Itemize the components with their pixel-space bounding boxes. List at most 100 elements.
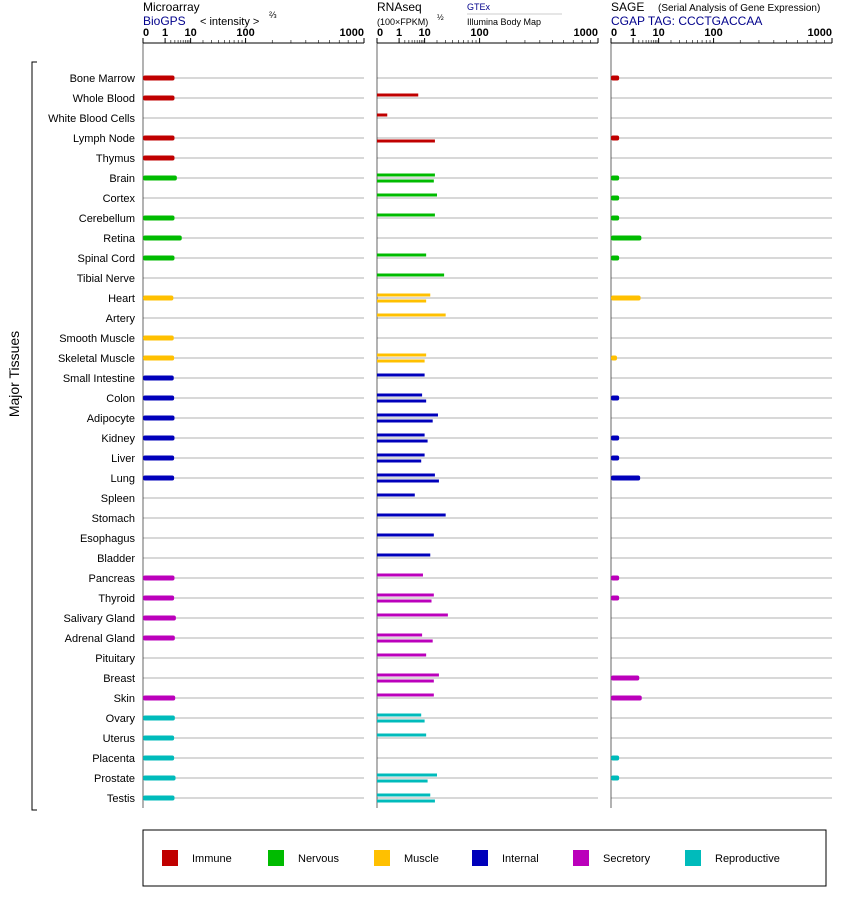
- legend-swatch: [472, 850, 488, 866]
- tissue-label: Bone Marrow: [70, 73, 135, 85]
- rnaseq-gtex-bar: [377, 113, 388, 117]
- y-axis-label: Major Tissues: [6, 331, 22, 417]
- rnaseq-gtex-bar: [377, 713, 422, 717]
- rnaseq-tick-label: 10: [418, 27, 430, 39]
- sage-bar: [611, 435, 620, 441]
- legend: Immune Nervous Muscle Internal Secretory Repr…: [162, 850, 780, 866]
- microarray-bar: [143, 375, 174, 381]
- sage-tick-label: 10: [652, 27, 664, 39]
- rnaseq-gtex-bar: [377, 513, 446, 517]
- rnaseq-ibm-bar: [377, 359, 425, 363]
- rnaseq-ibm-bar: [377, 179, 434, 183]
- sage-tick-label: 100: [704, 27, 722, 39]
- rnaseq-unit-exp: ½: [437, 13, 444, 22]
- rnaseq-gtex-bar: [377, 433, 425, 437]
- sage-tick-label: 0: [611, 27, 617, 39]
- rnaseq-unit: (100×FPKM): [377, 17, 428, 27]
- rnaseq-ibm-bar: [377, 439, 428, 443]
- sage-tick-label: 1000: [808, 27, 832, 39]
- legend-swatch: [374, 850, 390, 866]
- rnaseq-ibm-bar: [377, 139, 435, 143]
- sage-bar: [611, 355, 617, 361]
- sage-bar: [611, 675, 640, 681]
- rnaseq-gtex-bar: [377, 453, 425, 457]
- legend-label: Immune: [192, 853, 232, 865]
- microarray-unit-exp: ⅔: [269, 10, 277, 20]
- bar-marks: [143, 75, 642, 803]
- microarray-bar: [143, 395, 175, 401]
- rnaseq-gtex-bar: [377, 633, 423, 637]
- microarray-bar: [143, 715, 175, 721]
- rnaseq-gtex-bar: [377, 533, 434, 537]
- tissue-label: White Blood Cells: [48, 113, 135, 125]
- rnaseq-ibm-bar: [377, 799, 435, 803]
- sage-bar: [611, 695, 642, 701]
- microarray-bar: [143, 215, 175, 221]
- microarray-bar: [143, 615, 176, 621]
- tissue-label: Lung: [111, 473, 135, 485]
- rnaseq-gtex-bar: [377, 773, 437, 777]
- rnaseq-ibm-bar: [377, 479, 439, 483]
- rnaseq-tick-label: 0: [377, 27, 383, 39]
- legend-swatch: [268, 850, 284, 866]
- rnaseq-legend-gtex: GTEx: [467, 2, 491, 12]
- legend-swatch: [162, 850, 178, 866]
- microarray-bar: [143, 135, 175, 141]
- rnaseq-gtex-bar: [377, 313, 446, 317]
- sage-bar: [611, 755, 620, 761]
- microarray-bar: [143, 455, 175, 461]
- legend-swatch: [685, 850, 701, 866]
- sage-bar: [611, 395, 620, 401]
- tissue-label: Adipocyte: [87, 413, 135, 425]
- sage-bar: [611, 595, 620, 601]
- tissue-label: Spleen: [101, 493, 135, 505]
- tissue-label: Skeletal Muscle: [58, 353, 135, 365]
- rnaseq-gtex-bar: [377, 293, 431, 297]
- tissue-label: Stomach: [92, 513, 135, 525]
- microarray-tick-label: 0: [143, 27, 149, 39]
- rnaseq-gtex-bar: [377, 593, 434, 597]
- rnaseq-title: RNAseq: [377, 0, 422, 14]
- tissue-label: Esophagus: [80, 533, 136, 545]
- microarray-bar: [143, 575, 175, 581]
- microarray-bar: [143, 595, 175, 601]
- rnaseq-gtex-bar: [377, 193, 437, 197]
- rnaseq-gtex-bar: [377, 253, 427, 257]
- rnaseq-gtex-bar: [377, 413, 438, 417]
- microarray-bar: [143, 775, 176, 781]
- rnaseq-ibm-bar: [377, 599, 432, 603]
- microarray-unit: < intensity >: [200, 16, 259, 28]
- rnaseq-gtex-bar: [377, 273, 445, 277]
- rnaseq-ibm-bar: [377, 459, 422, 463]
- microarray-bar: [143, 95, 175, 101]
- rnaseq-legend-ibm: Illumina Body Map: [467, 17, 541, 27]
- microarray-bar: [143, 795, 175, 801]
- tissue-label: Pancreas: [89, 573, 136, 585]
- microarray-bar: [143, 155, 175, 161]
- rnaseq-gtex-bar: [377, 353, 427, 357]
- rnaseq-gtex-bar: [377, 473, 435, 477]
- legend-label: Muscle: [404, 853, 439, 865]
- rnaseq-tick-label: 100: [470, 27, 488, 39]
- tissue-labels: Bone Marrow Whole Blood White Blood Cells L…: [48, 73, 136, 805]
- rnaseq-gtex-bar: [377, 173, 435, 177]
- tissue-label: Heart: [108, 293, 135, 305]
- sage-bar: [611, 575, 620, 581]
- tissue-label: Small Intestine: [63, 373, 135, 385]
- tissue-label: Artery: [106, 313, 136, 325]
- sage-subtitle: (Serial Analysis of Gene Expression): [658, 3, 820, 14]
- rnaseq-ibm-bar: [377, 679, 434, 683]
- sage-bar: [611, 455, 620, 461]
- microarray-bar: [143, 235, 182, 241]
- rnaseq-gtex-bar: [377, 793, 431, 797]
- sage-bar: [611, 135, 620, 141]
- tissue-label: Breast: [103, 673, 135, 685]
- rnaseq-ibm-bar: [377, 639, 433, 643]
- microarray-bar: [143, 635, 175, 641]
- tissue-label: Thymus: [96, 153, 136, 165]
- sage-bar: [611, 215, 620, 221]
- sage-bar: [611, 475, 641, 481]
- legend-label: Secretory: [603, 853, 651, 865]
- rnaseq-ibm-bar: [377, 779, 428, 783]
